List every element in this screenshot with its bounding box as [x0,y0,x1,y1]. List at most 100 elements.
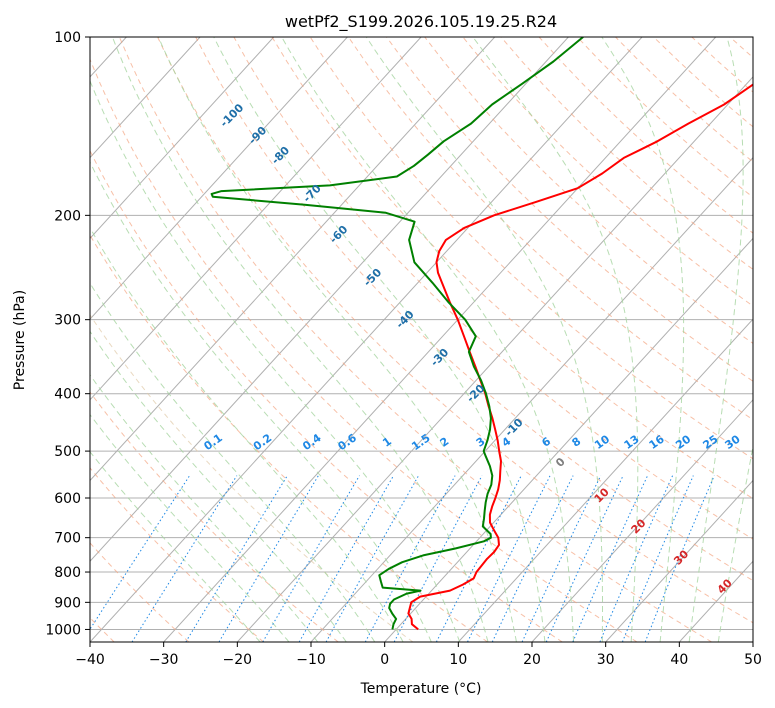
dry-adiabat-line [90,149,563,642]
mixing-ratio-line [325,475,420,642]
dry-adiabat-label: -100 [218,101,247,130]
moist-adiabat-line [601,37,685,642]
temperature-line [407,83,753,631]
mixing-ratio-line [599,475,674,642]
mixing-ratio-label: 30 [723,432,743,452]
moist-adiabat-line [688,37,744,642]
dry-adiabat-line [90,391,339,642]
sounding-series [210,37,753,631]
moist-adiabat-line [90,450,261,642]
y-tick-label: 300 [54,313,81,329]
x-tick-label: −10 [296,652,326,668]
mixing-ratio-line [491,475,574,642]
mixing-ratio-line [298,475,394,642]
mixing-ratio-line [131,475,238,642]
chart-title: wetPf2_S199.2026.105.19.25.R24 [285,12,557,32]
moist-adiabat-line [717,444,753,642]
mixing-ratio-line [185,475,288,642]
moist-adiabat-label: 30 [671,547,691,567]
dry-adiabat-line [386,37,753,382]
moist-adiabat-line [472,37,639,642]
x-tick-label: 50 [744,652,762,668]
moist-adiabat-line [213,37,546,642]
isotherm-line [90,37,422,401]
y-tick-label: 100 [54,30,81,46]
mixing-ratio-label: 2 [438,435,452,450]
y-tick-label: 500 [54,444,81,460]
isobar-gridlines [90,37,753,630]
mixing-ratio-label: 16 [647,432,667,452]
isotherm-line [457,318,753,642]
isotherm-line [163,37,717,642]
y-tick-label: 700 [54,531,81,547]
y-tick-label: 400 [54,387,81,403]
mixing-ratio-label: 36 [752,432,772,452]
dry-adiabat-line [538,37,753,234]
x-tick-label: −30 [149,652,179,668]
isotherm-line [90,37,348,320]
moist-adiabat-label: 10 [592,485,612,505]
plot-frame [89,36,754,643]
moist-adiabat-label: 40 [715,576,735,596]
y-tick-label: 900 [54,595,81,611]
isotherm-line [90,37,201,159]
dry-adiabat-label: -60 [327,223,350,246]
isotherm-line [90,37,643,642]
isotherm-line [752,641,753,642]
mixing-ratio-line [218,475,319,642]
dry-adiabat-line [90,542,190,642]
dry-adiabat-line [271,37,753,500]
isotherm-lines [90,37,753,642]
x-axis: −40 −30 −20 −10 0 10 20 30 40 50 [75,642,762,668]
isopleth-labels: 0.1 0.2 0.4 0.6 1 1.5 2 3 4 6 8 10 13 16 20 25 30 36-100-… [202,101,772,597]
dry-adiabat-line [90,234,488,642]
mixing-ratio-label: 6 [539,435,553,450]
dry-adiabat-line [157,37,753,624]
x-tick-label: −20 [223,652,253,668]
isotherm-line [90,37,496,482]
plot-area: 0.1 0.2 0.4 0.6 1 1.5 2 3 4 6 8 10 13 16 20 25 30 36-100-… [90,37,772,642]
dry-adiabat-line [195,37,753,582]
isotherm-line [678,560,753,642]
x-tick-label: 20 [523,652,541,668]
moist-adiabat-line [90,330,347,642]
mixing-ratio-label: 1 [380,435,394,450]
moist-adiabat-lines [90,37,753,642]
mixing-ratio-label: 8 [570,435,584,450]
isotherm-line [310,156,753,642]
dry-adiabat-line [653,37,753,128]
x-tick-label: 40 [670,652,688,668]
mixing-ratio-line [467,475,551,642]
x-axis-title: Temperature (°C) [360,681,482,697]
mixing-ratio-line [521,475,602,642]
mixing-ratio-label: 10 [592,432,612,452]
mixing-ratio-label: 0.4 [300,431,324,453]
y-tick-label: 1000 [45,622,81,638]
isotherm-line [236,76,753,642]
dry-adiabat-line [576,37,753,198]
isotherm-line [90,37,275,240]
x-tick-label: 30 [597,652,615,668]
x-tick-label: 10 [449,652,467,668]
dry-adiabat-line [90,58,638,642]
mixing-ratio-line [644,475,715,642]
y-tick-label: 800 [54,565,81,581]
moist-adiabat-label: 0 [553,455,568,470]
dry-adiabat-line [90,313,414,642]
dry-adiabat-line [615,37,753,163]
moist-adiabat-line [90,79,461,642]
mixing-ratio-label: 20 [673,432,693,452]
dry-adiabat-line [729,37,753,59]
x-tick-label: −40 [75,652,105,668]
moist-adiabat-line [281,37,575,642]
dry-adiabat-label: -50 [361,266,384,289]
dry-adiabat-line [233,37,753,540]
mixing-ratio-line [621,475,694,642]
dry-adiabat-label: -40 [393,308,416,331]
mixing-ratio-line [393,475,483,642]
dry-adiabat-line [424,37,753,344]
y-axis-title: Pressure (hPa) [12,290,28,390]
dry-adiabat-line [462,37,753,307]
y-axis: 100 200 300 400 500 600 700 800 900 1000 [45,30,90,638]
